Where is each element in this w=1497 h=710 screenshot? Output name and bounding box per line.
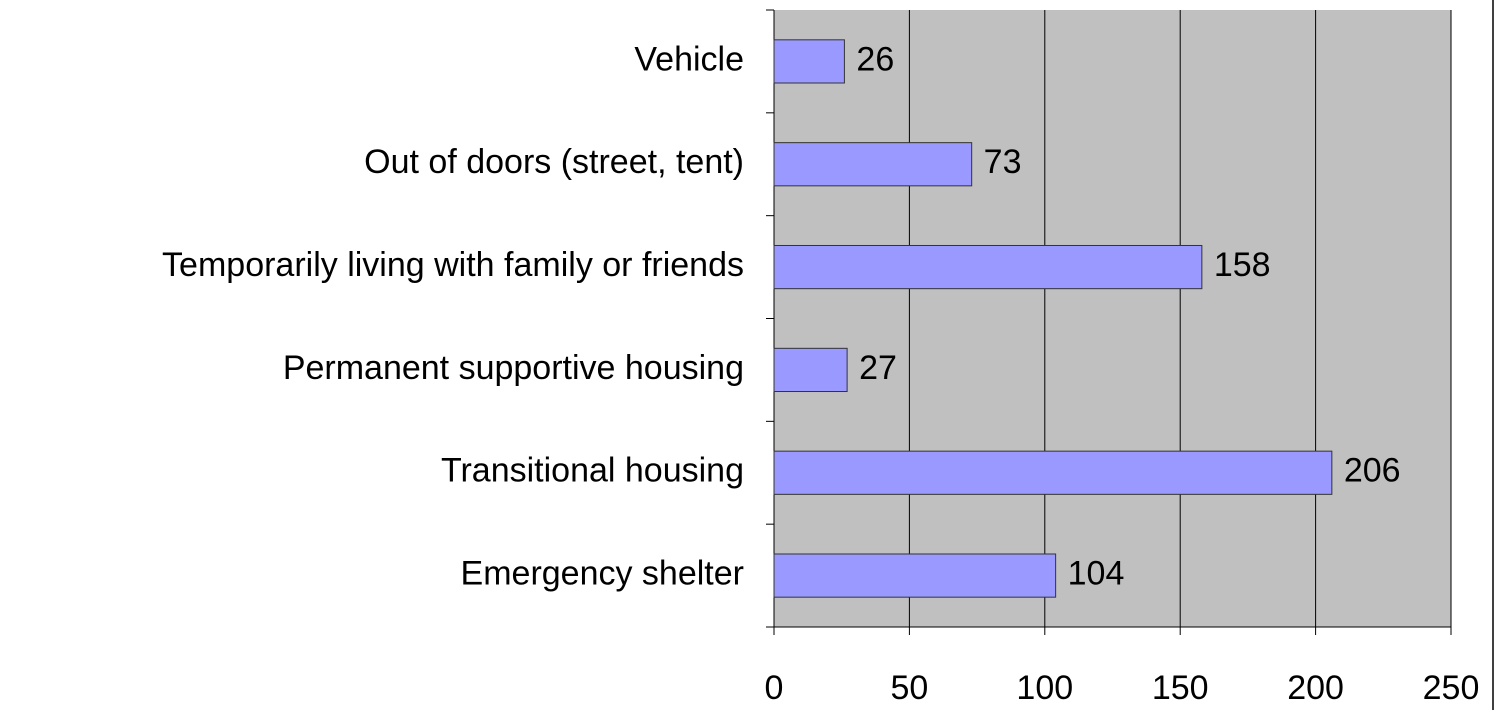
y-tick-label: Temporarily living with family or friend… bbox=[162, 246, 744, 284]
x-tick-label: 200 bbox=[1287, 669, 1344, 707]
x-tick-label: 0 bbox=[765, 669, 784, 707]
bar bbox=[773, 244, 1203, 290]
data-label: 26 bbox=[856, 40, 894, 78]
data-label: 73 bbox=[984, 143, 1022, 181]
bar bbox=[773, 39, 845, 84]
x-tick-label: 50 bbox=[890, 669, 928, 707]
x-tick-label: 100 bbox=[1016, 669, 1073, 707]
data-label: 206 bbox=[1344, 452, 1401, 490]
bar bbox=[773, 142, 973, 187]
data-label: 27 bbox=[859, 349, 897, 387]
bar bbox=[773, 347, 848, 393]
y-tick-label: Emergency shelter bbox=[461, 555, 744, 593]
plot-area bbox=[774, 10, 1451, 627]
y-tick-label: Vehicle bbox=[634, 40, 744, 78]
x-tick-label: 250 bbox=[1423, 669, 1480, 707]
data-label: 104 bbox=[1068, 555, 1125, 593]
y-tick-label: Out of doors (street, tent) bbox=[364, 143, 744, 181]
bar bbox=[773, 553, 1057, 598]
y-tick-label: Transitional housing bbox=[441, 452, 744, 490]
bar bbox=[773, 450, 1333, 495]
data-label: 158 bbox=[1214, 246, 1271, 284]
x-tick-label: 150 bbox=[1152, 669, 1209, 707]
y-tick-label: Permanent supportive housing bbox=[283, 349, 744, 387]
